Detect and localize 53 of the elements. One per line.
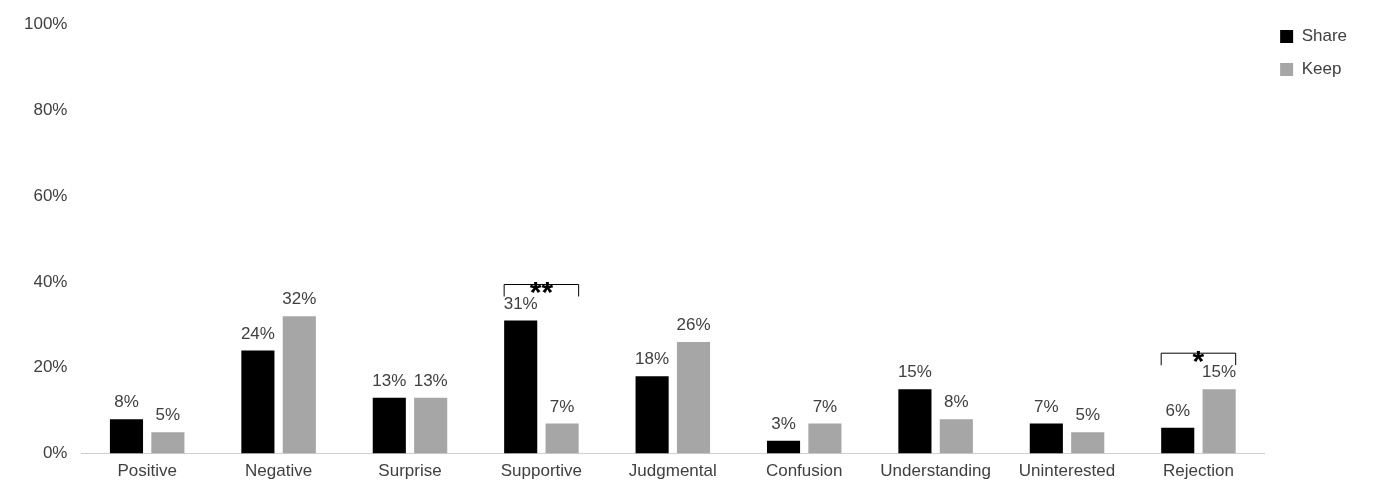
bar [1071, 432, 1105, 454]
x-tick-label: Positive [117, 461, 177, 481]
x-tick-label: Supportive [500, 461, 583, 481]
bar [808, 423, 842, 454]
data-label: 7% [1034, 396, 1059, 416]
bar [414, 397, 448, 454]
data-label: 13% [372, 370, 407, 390]
data-label: 7% [549, 396, 575, 416]
bar [1029, 423, 1063, 454]
x-tick-label: Judgmental [628, 461, 717, 481]
data-label: 18% [635, 349, 670, 369]
data-label: 8% [114, 392, 139, 412]
data-label: 3% [771, 413, 796, 433]
bar [241, 350, 275, 454]
bar [898, 389, 932, 454]
x-tick-label: Negative [245, 461, 313, 481]
data-label: 5% [155, 405, 181, 425]
data-label: 31% [503, 293, 538, 313]
x-tick-label: Uninterested [1018, 461, 1116, 481]
bar [545, 423, 579, 454]
data-label: 7% [812, 396, 838, 416]
bar [676, 341, 711, 454]
data-label: 15% [1202, 362, 1237, 382]
data-label: 8% [944, 392, 969, 412]
x-tick-label: Surprise [378, 461, 442, 481]
y-tick-label: 100% [24, 13, 68, 33]
data-label: 6% [1165, 401, 1191, 421]
data-label: 24% [240, 323, 275, 343]
bar [1202, 389, 1236, 454]
legend-label: Keep [1301, 59, 1342, 79]
bar [372, 397, 406, 454]
legend-label: Share [1301, 26, 1348, 46]
x-tick-label: Understanding [880, 461, 991, 481]
x-tick-label: Confusion [765, 461, 843, 481]
bar [766, 440, 801, 454]
y-tick-label: 60% [33, 185, 68, 205]
bar [151, 432, 185, 454]
data-label: 15% [897, 362, 932, 382]
y-tick-label: 20% [33, 357, 68, 377]
bar [109, 419, 144, 454]
bar [635, 376, 669, 454]
data-label: 5% [1075, 405, 1101, 425]
bar [504, 320, 538, 454]
y-tick-label: 40% [33, 271, 68, 291]
data-label: 26% [676, 315, 711, 335]
bar [939, 419, 973, 454]
y-tick-label: 80% [33, 99, 68, 119]
data-label: 32% [282, 289, 317, 309]
y-tick-label: 0% [42, 443, 68, 463]
x-tick-label: Rejection [1163, 461, 1234, 481]
bar [282, 316, 316, 454]
bar [1161, 427, 1195, 454]
data-label: 13% [413, 370, 448, 390]
